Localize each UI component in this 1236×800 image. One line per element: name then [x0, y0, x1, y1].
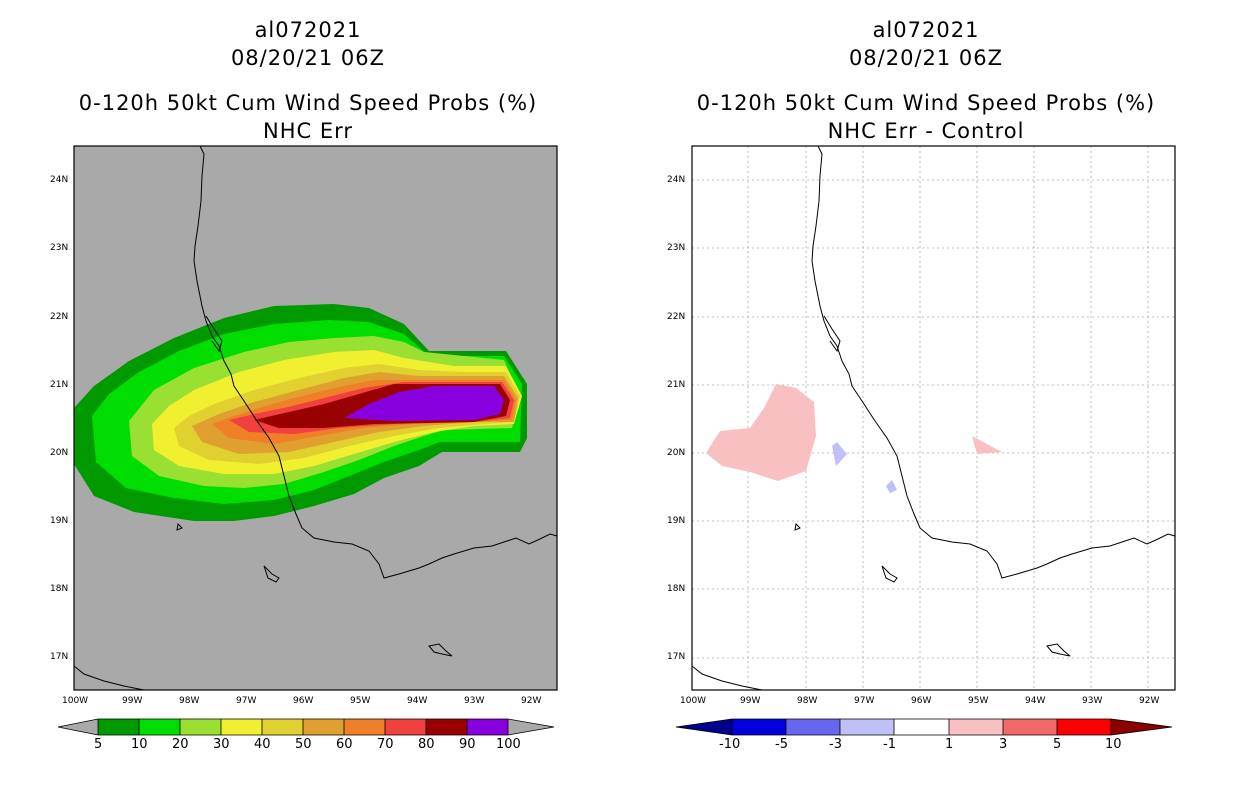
left-title-date: 08/20/21 06Z	[230, 46, 386, 70]
left-colorbar-label: 10	[131, 737, 148, 752]
right-colorbar-bin	[840, 719, 894, 735]
left-lon-label: 100W	[62, 696, 89, 706]
right-title-product: 0-120h 50kt Cum Wind Speed Probs (%)	[696, 91, 1156, 115]
right-colorbar	[675, 718, 1173, 736]
left-lat-label: 17N	[50, 652, 69, 662]
right-title-subtitle: NHC Err - Control	[827, 119, 1025, 143]
left-colorbar-label: 60	[336, 737, 353, 752]
negative-diff-area	[886, 480, 897, 493]
right-colorbar-bin	[949, 719, 1003, 735]
left-title-product: 0-120h 50kt Cum Wind Speed Probs (%)	[78, 91, 538, 115]
left-lon-label: 99W	[122, 696, 143, 706]
right-lon-label: 92W	[1139, 696, 1160, 706]
right-colorbar-bin	[894, 719, 949, 735]
right-lat-label: 18N	[667, 584, 686, 594]
left-colorbar-under-arrow	[58, 719, 98, 735]
left-lat-label: 20N	[50, 448, 69, 458]
right-colorbar-label: 3	[999, 737, 1008, 752]
right-lon-label: 100W	[680, 696, 707, 706]
right-colorbar-label: 5	[1053, 737, 1062, 752]
left-lon-label: 98W	[179, 696, 200, 706]
right-map	[691, 145, 1176, 691]
right-title-date: 08/20/21 06Z	[848, 46, 1004, 70]
left-lat-label: 18N	[50, 584, 69, 594]
left-lon-label: 94W	[407, 696, 428, 706]
right-lon-label: 97W	[854, 696, 875, 706]
difference-contours	[706, 384, 1002, 493]
left-lon-label: 92W	[521, 696, 542, 706]
negative-diff-area	[832, 442, 847, 466]
left-lat-label: 22N	[50, 312, 69, 322]
left-map	[73, 145, 558, 691]
left-lat-label: 19N	[50, 516, 69, 526]
left-lon-label: 96W	[293, 696, 314, 706]
right-colorbar-under-arrow	[676, 719, 732, 735]
left-colorbar-label: 50	[295, 737, 312, 752]
left-colorbar	[57, 718, 555, 736]
right-colorbar-label: 10	[1105, 737, 1122, 752]
right-lon-label: 93W	[1082, 696, 1103, 706]
left-map-frame	[73, 145, 558, 691]
right-colorbar-label: -5	[775, 737, 788, 752]
right-title-storm: al072021	[872, 18, 980, 42]
right-lat-label: 21N	[667, 380, 686, 390]
positive-diff-area	[972, 436, 1002, 454]
left-colorbar-label: 90	[459, 737, 476, 752]
left-colorbar-bin	[303, 719, 344, 735]
right-colorbar-bin	[732, 719, 786, 735]
right-lon-label: 98W	[797, 696, 818, 706]
left-colorbar-bin	[139, 719, 180, 735]
left-colorbar-bin	[385, 719, 426, 735]
right-colorbar-label: -1	[883, 737, 896, 752]
right-lon-label: 95W	[968, 696, 989, 706]
right-lat-label: 22N	[667, 312, 686, 322]
left-colorbar-label: 5	[94, 737, 103, 752]
probability-contours	[74, 304, 527, 521]
left-colorbar-label: 30	[213, 737, 230, 752]
right-colorbar-label: -3	[829, 737, 842, 752]
right-map-frame	[691, 145, 1176, 691]
right-lat-label: 20N	[667, 448, 686, 458]
right-colorbar-label: 1	[945, 737, 954, 752]
left-colorbar-bin	[467, 719, 508, 735]
right-colorbar-bin	[1003, 719, 1057, 735]
left-colorbar-bin	[221, 719, 262, 735]
positive-diff-area	[706, 384, 816, 481]
left-lon-label: 95W	[350, 696, 371, 706]
left-colorbar-bin	[180, 719, 221, 735]
left-colorbar-bin	[98, 719, 139, 735]
left-colorbar-label: 40	[254, 737, 271, 752]
left-lon-label: 97W	[236, 696, 257, 706]
grid-lines	[692, 146, 1175, 690]
right-lat-label: 23N	[667, 243, 686, 253]
right-colorbar-bin	[786, 719, 840, 735]
right-lon-label: 96W	[911, 696, 932, 706]
right-lat-label: 17N	[667, 652, 686, 662]
left-lat-label: 24N	[50, 175, 69, 185]
left-title-storm: al072021	[254, 18, 362, 42]
left-lat-label: 21N	[50, 380, 69, 390]
left-colorbar-bin	[426, 719, 467, 735]
coastline	[73, 145, 558, 691]
right-lon-label: 94W	[1025, 696, 1046, 706]
left-lon-label: 93W	[464, 696, 485, 706]
left-colorbar-label: 80	[418, 737, 435, 752]
right-lon-label: 99W	[740, 696, 761, 706]
left-colorbar-label: 70	[377, 737, 394, 752]
right-colorbar-bin	[1057, 719, 1111, 735]
right-lat-label: 19N	[667, 516, 686, 526]
left-colorbar-label: 20	[172, 737, 189, 752]
left-title-subtitle: NHC Err	[262, 119, 353, 143]
right-colorbar-label: -10	[719, 737, 741, 752]
left-colorbar-label: 100	[496, 737, 521, 752]
left-colorbar-bin	[344, 719, 385, 735]
left-lat-label: 23N	[50, 243, 69, 253]
right-colorbar-over-arrow	[1111, 719, 1172, 735]
left-colorbar-over-arrow	[508, 719, 554, 735]
coastline	[691, 145, 1176, 691]
right-lat-label: 24N	[667, 175, 686, 185]
left-colorbar-bin	[262, 719, 303, 735]
